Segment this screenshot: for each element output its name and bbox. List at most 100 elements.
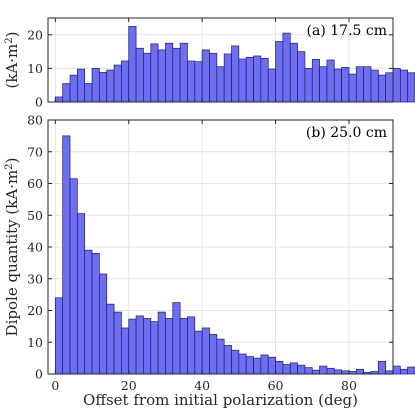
bar-a-40 (348, 73, 357, 103)
bar-a-37 (326, 59, 335, 103)
bar-a-47 (399, 69, 409, 103)
bar-b-24 (231, 349, 240, 375)
bar-a-26 (245, 56, 254, 103)
x-axis-label: Offset from initial polarization (deg) (83, 391, 358, 409)
y-label-dot-a: · (3, 58, 21, 63)
bar-b-29 (267, 356, 276, 375)
bar-a-24 (231, 45, 240, 103)
bar-a-9 (121, 60, 130, 103)
bar-b-33 (297, 364, 306, 375)
axes-frame-a (47, 17, 394, 103)
y-tick-label-b-4: 40 (27, 240, 43, 255)
bar-a-0 (54, 96, 64, 103)
y-label-unit-b: m (3, 170, 21, 184)
bar-a-43 (370, 69, 379, 103)
y-tick-label-b-1: 10 (27, 335, 43, 350)
bar-b-11 (135, 315, 144, 375)
y-label-exponent-a: 2 (4, 37, 15, 43)
bar-a-45 (385, 72, 394, 103)
bar-a-38 (333, 68, 342, 103)
bar-a-25 (238, 58, 247, 103)
bar-a-39 (341, 67, 350, 103)
bar-a-41 (355, 66, 364, 103)
bar-b-32 (289, 362, 298, 375)
bar-b-7 (106, 303, 115, 375)
panel-a: 0 10 20 (a) 17.5 cm (27, 17, 415, 110)
y-tick-label-b-0: 0 (35, 367, 43, 382)
bar-a-35 (311, 58, 320, 103)
bar-b-23 (223, 345, 232, 375)
bar-a-23 (223, 53, 232, 103)
bar-b-16 (172, 302, 181, 375)
x-tick-label-b-0: 0 (51, 378, 59, 393)
bar-a-14 (157, 49, 166, 103)
bar-a-29 (267, 68, 276, 103)
bar-a-20 (201, 49, 210, 103)
bar-b-9 (121, 327, 130, 375)
bar-b-26 (245, 356, 254, 375)
bar-a-44 (377, 74, 387, 103)
bar-a-5 (91, 68, 100, 103)
bar-a-15 (165, 42, 174, 103)
bar-b-10 (128, 318, 137, 375)
bar-b-14 (157, 311, 166, 375)
bar-b-13 (150, 321, 159, 375)
x-tick-label-b-2: 40 (194, 378, 210, 393)
bar-a-13 (150, 43, 159, 103)
bar-b-34 (304, 367, 313, 375)
y-label-text-a: (kA (3, 63, 21, 89)
bar-a-32 (289, 42, 298, 103)
bar-b-19 (194, 330, 203, 375)
bar-a-10 (128, 26, 137, 103)
panel-annotation-a: (a) 17.5 cm (307, 23, 387, 39)
x-tick-label-b-1: 20 (121, 378, 137, 393)
bar-b-4 (84, 249, 93, 375)
bar-b-8 (113, 311, 122, 375)
bar-b-22 (216, 338, 225, 375)
bar-a-30 (275, 41, 284, 103)
bar-a-34 (304, 68, 313, 103)
bar-a-46 (392, 68, 401, 103)
panel-annotation-b: (b) 25.0 cm (306, 125, 387, 141)
y-tick-label-a-1: 10 (27, 61, 43, 76)
y-axis-label-b: Dipole quantity (kA·m2) (3, 158, 21, 337)
bar-b-27 (253, 357, 262, 375)
y-tick-label-a-2: 20 (27, 27, 43, 42)
bar-b-12 (143, 318, 152, 375)
bar-a-28 (260, 57, 269, 103)
bar-b-17 (179, 318, 188, 375)
bar-a-31 (282, 32, 291, 103)
y-tick-label-a-0: 0 (35, 95, 43, 110)
bar-b-35 (311, 369, 320, 375)
bar-a-36 (319, 66, 328, 103)
y-tick-label-b-5: 50 (27, 208, 43, 223)
bar-b-21 (209, 333, 218, 375)
bar-b-25 (238, 353, 247, 375)
y-tick-label-b-7: 70 (27, 144, 43, 159)
bar-a-33 (297, 51, 306, 103)
panel-b: 0 20 40 60 80 0 10 20 30 40 50 60 70 80 (b) 25.0 cm (27, 113, 415, 393)
y-tick-label-b-2: 20 (27, 303, 43, 318)
bar-a-4 (84, 83, 93, 103)
y-label-close-a: ) (3, 31, 21, 37)
bar-a-22 (216, 66, 225, 103)
bar-a-12 (143, 52, 152, 103)
bar-b-5 (91, 253, 100, 375)
bar-a-6 (99, 72, 108, 103)
bar-b-36 (319, 365, 328, 375)
bar-b-41 (355, 368, 364, 375)
y-label-dot-b: · (3, 184, 21, 189)
bar-b-37 (326, 367, 335, 375)
y-label-close-b: ) (3, 158, 21, 164)
x-tick-label-b-3: 60 (268, 378, 284, 393)
bar-a-11 (135, 47, 144, 103)
y-tick-label-b-6: 60 (27, 176, 43, 191)
bar-a-1 (62, 83, 71, 103)
bar-a-48 (407, 72, 415, 103)
bar-a-16 (172, 47, 181, 103)
bar-b-44 (377, 360, 387, 375)
y-axis-label-a: (kA·m2) (3, 31, 21, 88)
bar-a-17 (179, 42, 188, 103)
bar-b-18 (187, 316, 196, 375)
bar-a-21 (209, 52, 218, 103)
